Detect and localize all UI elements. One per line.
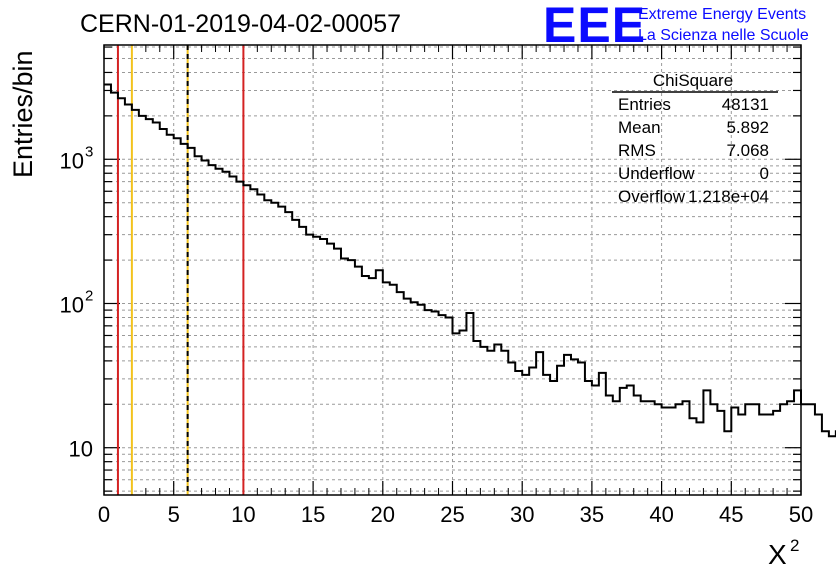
x-tick-label: 35 (580, 502, 604, 527)
x-tick-labels: 0 5 10 15 20 25 30 35 40 45 50 (98, 502, 813, 527)
x-tick-label: 0 (98, 502, 110, 527)
y-tick-label: 10 (69, 437, 93, 462)
x-tick-label: 20 (371, 502, 395, 527)
x-tick-label: 25 (440, 502, 464, 527)
x-tick-label: 45 (719, 502, 743, 527)
y-tick-label: 10 (60, 292, 84, 317)
x-axis-label: X (768, 539, 787, 570)
x-axis-label-sup: 2 (790, 536, 799, 555)
stats-title: ChiSquare (653, 71, 733, 90)
x-tick-label: 50 (789, 502, 813, 527)
logo-line-2: La Scienza nelle Scuole (638, 27, 809, 44)
eee-logo-mark: EEE (543, 0, 647, 53)
stats-label: Underflow (618, 164, 695, 183)
y-tick-label-exponent: 3 (85, 143, 93, 160)
logo-line-1: Extreme Energy Events (638, 6, 807, 23)
stats-value: 0 (760, 164, 769, 183)
stats-value: 1.218e+04 (688, 187, 769, 206)
histogram-series (104, 83, 836, 438)
stats-value: 7.068 (726, 141, 769, 160)
stats-label: Mean (618, 118, 661, 137)
stats-label: Overflow (618, 187, 686, 206)
stats-box: ChiSquare Entries 48131 Mean 5.892 RMS 7.068 U… (612, 71, 778, 206)
x-tick-label: 15 (301, 502, 325, 527)
stats-label: Entries (618, 95, 671, 114)
x-tick-label: 5 (168, 502, 180, 527)
y-tick-label: 10 (60, 148, 84, 173)
y-axis-label: Entries/bin (8, 50, 38, 178)
stats-label: RMS (618, 141, 656, 160)
axis-ticks (103, 45, 802, 495)
chart-title: CERN-01-2019-04-02-00057 (80, 10, 402, 38)
x-tick-label: 30 (510, 502, 534, 527)
stats-value: 5.892 (726, 118, 769, 137)
grid-lines (104, 45, 801, 495)
x-tick-label: 10 (231, 502, 255, 527)
plot-frame (103, 44, 802, 496)
stats-value: 48131 (722, 95, 769, 114)
y-tick-label-exponent: 2 (85, 287, 93, 304)
threshold-lines (116, 45, 245, 495)
x-tick-label: 40 (649, 502, 673, 527)
